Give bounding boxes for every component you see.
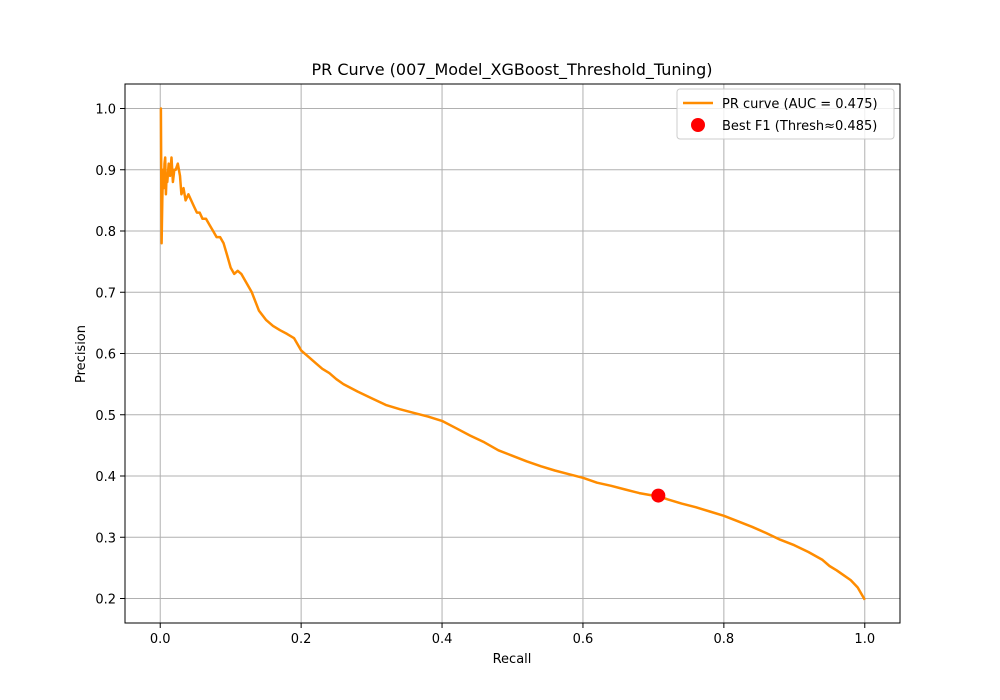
x-tick-label: 0.8 — [714, 632, 735, 647]
pr-curve-line — [159, 107, 866, 601]
y-tick-label: 0.3 — [95, 531, 116, 546]
y-tick-label: 0.2 — [95, 593, 116, 608]
ticks-layer: 0.0 0.2 0.4 0.6 0.8 1.0 0.2 0.3 0.4 0.5 0.6 0.7 0.8 0… — [95, 103, 875, 648]
legend-label-best-f1: Best F1 (Thresh≈0.485) — [722, 119, 877, 134]
legend-marker-best-f1 — [691, 118, 705, 132]
y-tick-label: 0.9 — [95, 164, 116, 179]
legend: PR curve (AUC = 0.475) Best F1 (Thresh≈0… — [676, 88, 895, 140]
x-tick-label: 1.0 — [854, 632, 875, 647]
y-tick-label: 0.8 — [95, 225, 116, 240]
legend-label-pr-curve: PR curve (AUC = 0.475) — [722, 97, 878, 112]
x-tick-label: 0.4 — [432, 632, 453, 647]
legend-box — [676, 88, 895, 140]
series-layer — [159, 107, 866, 601]
chart-title: PR Curve (007_Model_XGBoost_Threshold_Tu… — [312, 60, 713, 80]
y-tick-label: 1.0 — [95, 103, 116, 118]
y-tick-label: 0.6 — [95, 348, 116, 363]
best-f1-point — [651, 488, 666, 503]
x-tick-label: 0.0 — [150, 632, 171, 647]
y-tick-label: 0.5 — [95, 409, 116, 424]
grid-lines — [125, 84, 900, 623]
y-tick-label: 0.7 — [95, 286, 116, 301]
x-tick-label: 0.2 — [291, 632, 312, 647]
x-tick-label: 0.6 — [573, 632, 594, 647]
y-tick-label: 0.4 — [95, 470, 116, 485]
x-axis-label: Recall — [493, 652, 532, 667]
y-axis-label: Precision — [74, 325, 89, 383]
